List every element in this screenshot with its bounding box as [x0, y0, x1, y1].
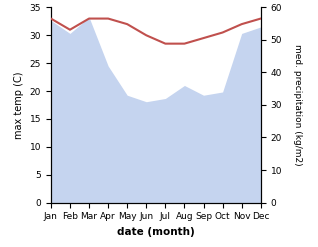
Y-axis label: max temp (C): max temp (C): [14, 71, 24, 139]
Y-axis label: med. precipitation (kg/m2): med. precipitation (kg/m2): [293, 44, 302, 166]
X-axis label: date (month): date (month): [117, 227, 195, 237]
